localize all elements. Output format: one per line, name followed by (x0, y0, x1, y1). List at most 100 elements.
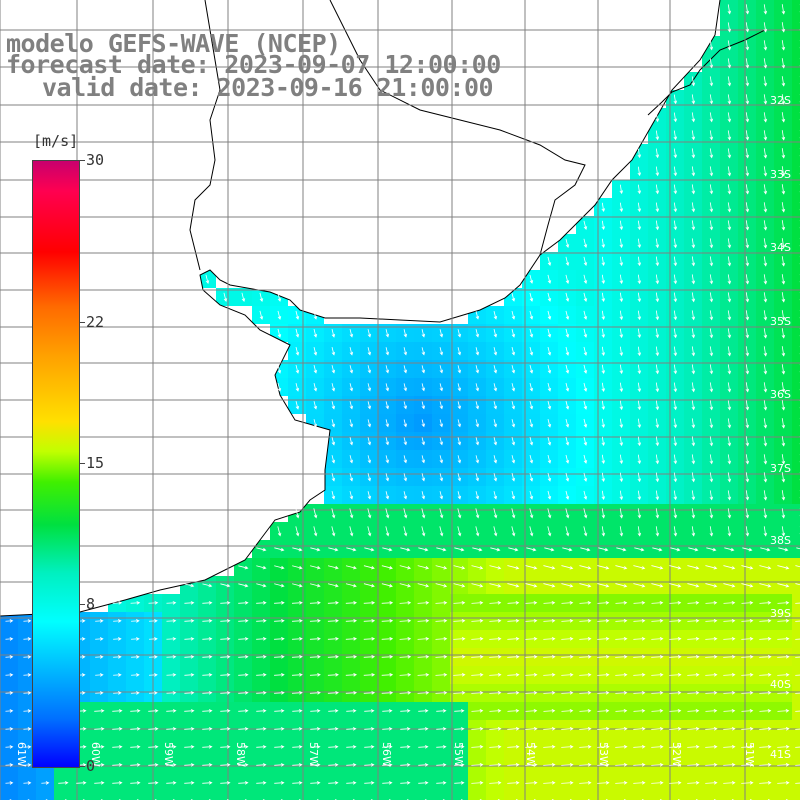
wind-arrow (381, 601, 394, 605)
wind-arrow (619, 436, 624, 447)
wind-arrow (745, 310, 750, 321)
lat-label: 39S (770, 607, 791, 620)
wind-arrow (727, 382, 732, 393)
wind-arrow (511, 347, 516, 356)
wind-arrow (148, 763, 159, 767)
lon-label: 59W (162, 742, 175, 767)
speed-cell (792, 522, 800, 540)
wind-arrow (220, 763, 231, 767)
wind-arrow (399, 565, 412, 570)
wind-arrow (23, 655, 32, 659)
speed-cell (738, 792, 756, 800)
wind-arrow (562, 547, 573, 552)
wind-arrow (417, 655, 430, 659)
speed-cell (594, 792, 612, 800)
wind-arrow (331, 383, 336, 392)
wind-arrow (493, 473, 498, 482)
speed-cell (558, 792, 576, 800)
wind-arrow (601, 454, 606, 465)
wind-arrow (619, 508, 624, 519)
wind-arrow (543, 709, 556, 713)
model-title: modelo GEFS-WAVE (NCEP) (6, 29, 341, 58)
wind-arrow (475, 455, 480, 464)
wind-arrow (471, 565, 484, 570)
wind-arrow (58, 781, 69, 785)
wind-arrow (777, 619, 790, 623)
speed-cell (18, 792, 36, 800)
wind-arrow (457, 329, 462, 338)
wind-arrow (615, 601, 628, 605)
wind-arrow (184, 655, 195, 659)
wind-arrow (763, 508, 768, 519)
wind-arrow (331, 491, 336, 500)
wind-arrow (691, 76, 696, 87)
wind-arrow (166, 673, 177, 677)
wind-arrow (529, 473, 534, 482)
wind-arrow (601, 382, 606, 393)
wind-arrow (166, 709, 177, 713)
wind-arrow (673, 328, 678, 339)
wind-arrow (597, 583, 610, 588)
wind-arrow (489, 637, 502, 641)
wind-arrow (327, 601, 339, 605)
wind-arrow (655, 382, 660, 393)
wind-arrow (597, 709, 610, 713)
wind-arrow (256, 637, 267, 641)
wind-arrow (525, 745, 538, 749)
wind-arrow (525, 655, 538, 659)
wind-arrow (310, 709, 321, 713)
wind-arrow (691, 310, 696, 321)
wind-arrow (327, 691, 339, 695)
wind-arrow (561, 583, 574, 588)
wind-arrow (727, 346, 732, 357)
wind-arrow (475, 508, 480, 519)
wind-arrow (399, 619, 412, 623)
wind-arrow (543, 637, 556, 641)
wind-arrow (525, 673, 538, 677)
wind-arrow (345, 637, 358, 641)
wind-arrow (651, 601, 664, 605)
wind-arrow (421, 473, 426, 482)
wind-arrow (291, 601, 303, 605)
speed-cell (792, 0, 800, 18)
wind-arrow (583, 472, 588, 482)
wind-arrow (687, 763, 700, 767)
wind-arrow (23, 709, 32, 713)
wind-arrow (313, 401, 318, 410)
speed-cell (792, 396, 800, 414)
wind-arrow (633, 709, 646, 713)
wind-arrow (292, 709, 303, 713)
wind-arrow (331, 419, 336, 428)
wind-arrow (745, 148, 750, 159)
wind-arrow (669, 727, 682, 731)
wind-arrow (691, 382, 696, 393)
wind-arrow (367, 383, 372, 392)
speed-cell (180, 792, 198, 800)
wind-vectors (5, 4, 800, 800)
wind-arrow (511, 491, 516, 500)
wind-arrow (112, 727, 123, 731)
wind-arrow (637, 310, 642, 321)
wind-arrow (763, 184, 768, 195)
wind-arrow (511, 310, 516, 320)
wind-arrow (421, 383, 426, 392)
wind-arrow (547, 346, 552, 356)
wind-arrow (256, 691, 267, 695)
wind-arrow (475, 401, 480, 410)
wind-arrow (345, 691, 358, 695)
wind-arrow (777, 709, 790, 713)
wind-arrow (367, 419, 372, 428)
wind-arrow (543, 601, 556, 605)
wind-arrow (529, 508, 534, 519)
wind-arrow (763, 94, 768, 105)
wind-arrow (471, 655, 484, 659)
wind-arrow (601, 274, 606, 285)
wind-arrow (741, 709, 754, 713)
wind-arrow (727, 310, 732, 321)
wind-arrow (759, 655, 772, 659)
speed-cell (486, 792, 504, 800)
wind-arrow (403, 491, 408, 500)
speed-cell (792, 108, 800, 126)
wind-arrow (673, 112, 678, 123)
wind-arrow (421, 526, 426, 537)
